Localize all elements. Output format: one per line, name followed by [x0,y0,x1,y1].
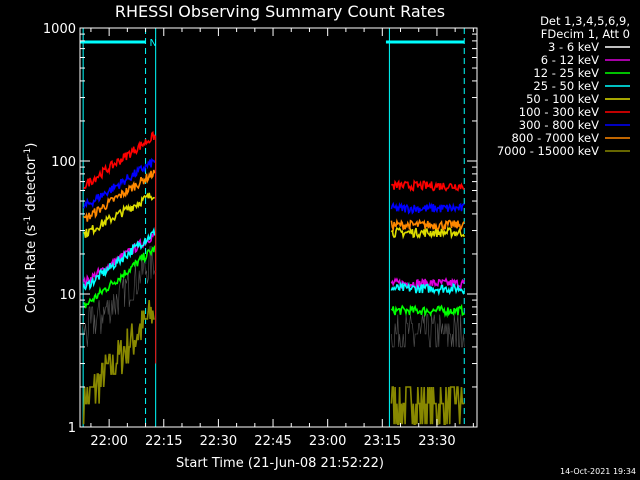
series-6-seg1 [82,157,156,209]
legend-label-7: 800 - 7000 keV [511,131,599,145]
series-4-seg2 [390,226,465,240]
x-tick-label-0: 22:00 [90,434,127,449]
series-4-seg1 [83,192,155,238]
x-tick-label-5: 23:15 [364,434,401,449]
series-3-seg1 [82,226,156,291]
series-7 [83,169,465,233]
legend-label-4: 50 - 100 keV [526,92,599,106]
legend-label-6: 300 - 800 keV [519,118,599,132]
legend-label-2: 12 - 25 keV [533,66,599,80]
y-axis-label-sup2: -1 [23,148,33,157]
y-axis-label: Count Rate (s-1 detector-1) [23,143,39,314]
legend-label-5: 100 - 300 keV [519,105,599,119]
y-tick-label-1: 10 [59,288,76,303]
legend-label-3: 25 - 50 keV [533,79,599,93]
x-tick-label-6: 23:30 [418,434,455,449]
x-tick-label-3: 22:45 [254,434,291,449]
y-axis-label-end: ) [24,143,39,148]
legend-header-line-1: Det 1,3,4,5,6,9, [540,14,630,28]
series-2-seg1 [83,245,156,309]
series-4 [83,192,465,240]
series-3 [82,226,466,297]
y-axis-label-sup1: -1 [23,216,33,225]
y-tick-label-2: 100 [51,155,76,170]
series-0 [82,245,466,348]
x-axis-label: Start Time (21-Jun-08 21:52:22) [176,456,384,471]
series-7-seg1 [83,169,156,222]
series-7-seg2 [390,218,465,233]
series-8-seg1 [82,300,155,425]
series-8-seg2 [390,386,465,426]
flare-bar-letter: N [150,38,157,49]
legend-header-line-2: FDecim 1, Att 0 [541,27,630,41]
x-tick-label-2: 22:30 [200,434,237,449]
series-2-seg2 [390,303,465,319]
series-5-seg2 [390,179,465,192]
x-tick-label-1: 22:15 [145,434,182,449]
y-axis-label-mid: detector [24,156,39,216]
series-0-seg2-outline [391,314,465,348]
series-8 [82,300,465,426]
series-0-seg2 [390,313,466,348]
legend-label-1: 6 - 12 keV [541,53,599,67]
y-tick-label-0: 1 [68,421,76,436]
y-tick-label-3: 1000 [43,22,76,37]
series-2 [83,245,465,319]
series-layer [82,130,466,426]
legend: Det 1,3,4,5,6,9, FDecim 1, Att 0 3 - 6 k… [497,14,630,158]
series-5 [83,130,465,192]
render-timestamp: 14-Oct-2021 19:34 [560,467,636,476]
series-3-seg2 [390,281,466,297]
series-0-seg1-outline [83,245,155,347]
series-6 [82,157,465,215]
axis-ticks-layer: 22:00 22:15 22:30 22:45 23:00 23:15 23:30 1 10 10… [43,22,477,449]
x-tick-label-4: 23:00 [309,434,346,449]
series-0-seg1 [82,245,156,347]
chart-title: RHESSI Observing Summary Count Rates [115,2,445,21]
legend-label-0: 3 - 6 keV [548,40,599,54]
legend-label-8: 7000 - 15000 keV [497,144,599,158]
series-6-seg2 [390,201,465,215]
plot-frame [79,27,478,428]
y-axis-label-main: Count Rate (s [24,225,39,314]
series-5-seg1 [83,130,156,190]
